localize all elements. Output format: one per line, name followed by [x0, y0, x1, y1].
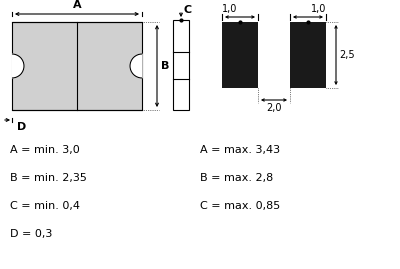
Text: B = max. 2,8: B = max. 2,8 — [200, 173, 273, 183]
Text: B = min. 2,35: B = min. 2,35 — [10, 173, 87, 183]
Text: C: C — [183, 5, 191, 15]
Wedge shape — [130, 54, 142, 78]
Text: A = min. 3,0: A = min. 3,0 — [10, 145, 80, 155]
Bar — [290, 22, 326, 88]
Text: A = max. 3,43: A = max. 3,43 — [200, 145, 280, 155]
Text: C = max. 0,85: C = max. 0,85 — [200, 201, 280, 211]
Text: 1,0: 1,0 — [222, 4, 237, 14]
Bar — [173, 20, 189, 110]
Text: A: A — [73, 0, 81, 10]
Wedge shape — [12, 54, 24, 78]
Text: D: D — [17, 122, 26, 132]
Text: B: B — [161, 61, 169, 71]
Text: 1,0: 1,0 — [311, 4, 326, 14]
Bar — [12, 22, 142, 110]
Text: D = 0,3: D = 0,3 — [10, 229, 52, 239]
Text: 2,5: 2,5 — [339, 50, 355, 60]
Bar — [222, 22, 258, 88]
Text: C = min. 0,4: C = min. 0,4 — [10, 201, 80, 211]
Text: 2,0: 2,0 — [266, 103, 282, 113]
